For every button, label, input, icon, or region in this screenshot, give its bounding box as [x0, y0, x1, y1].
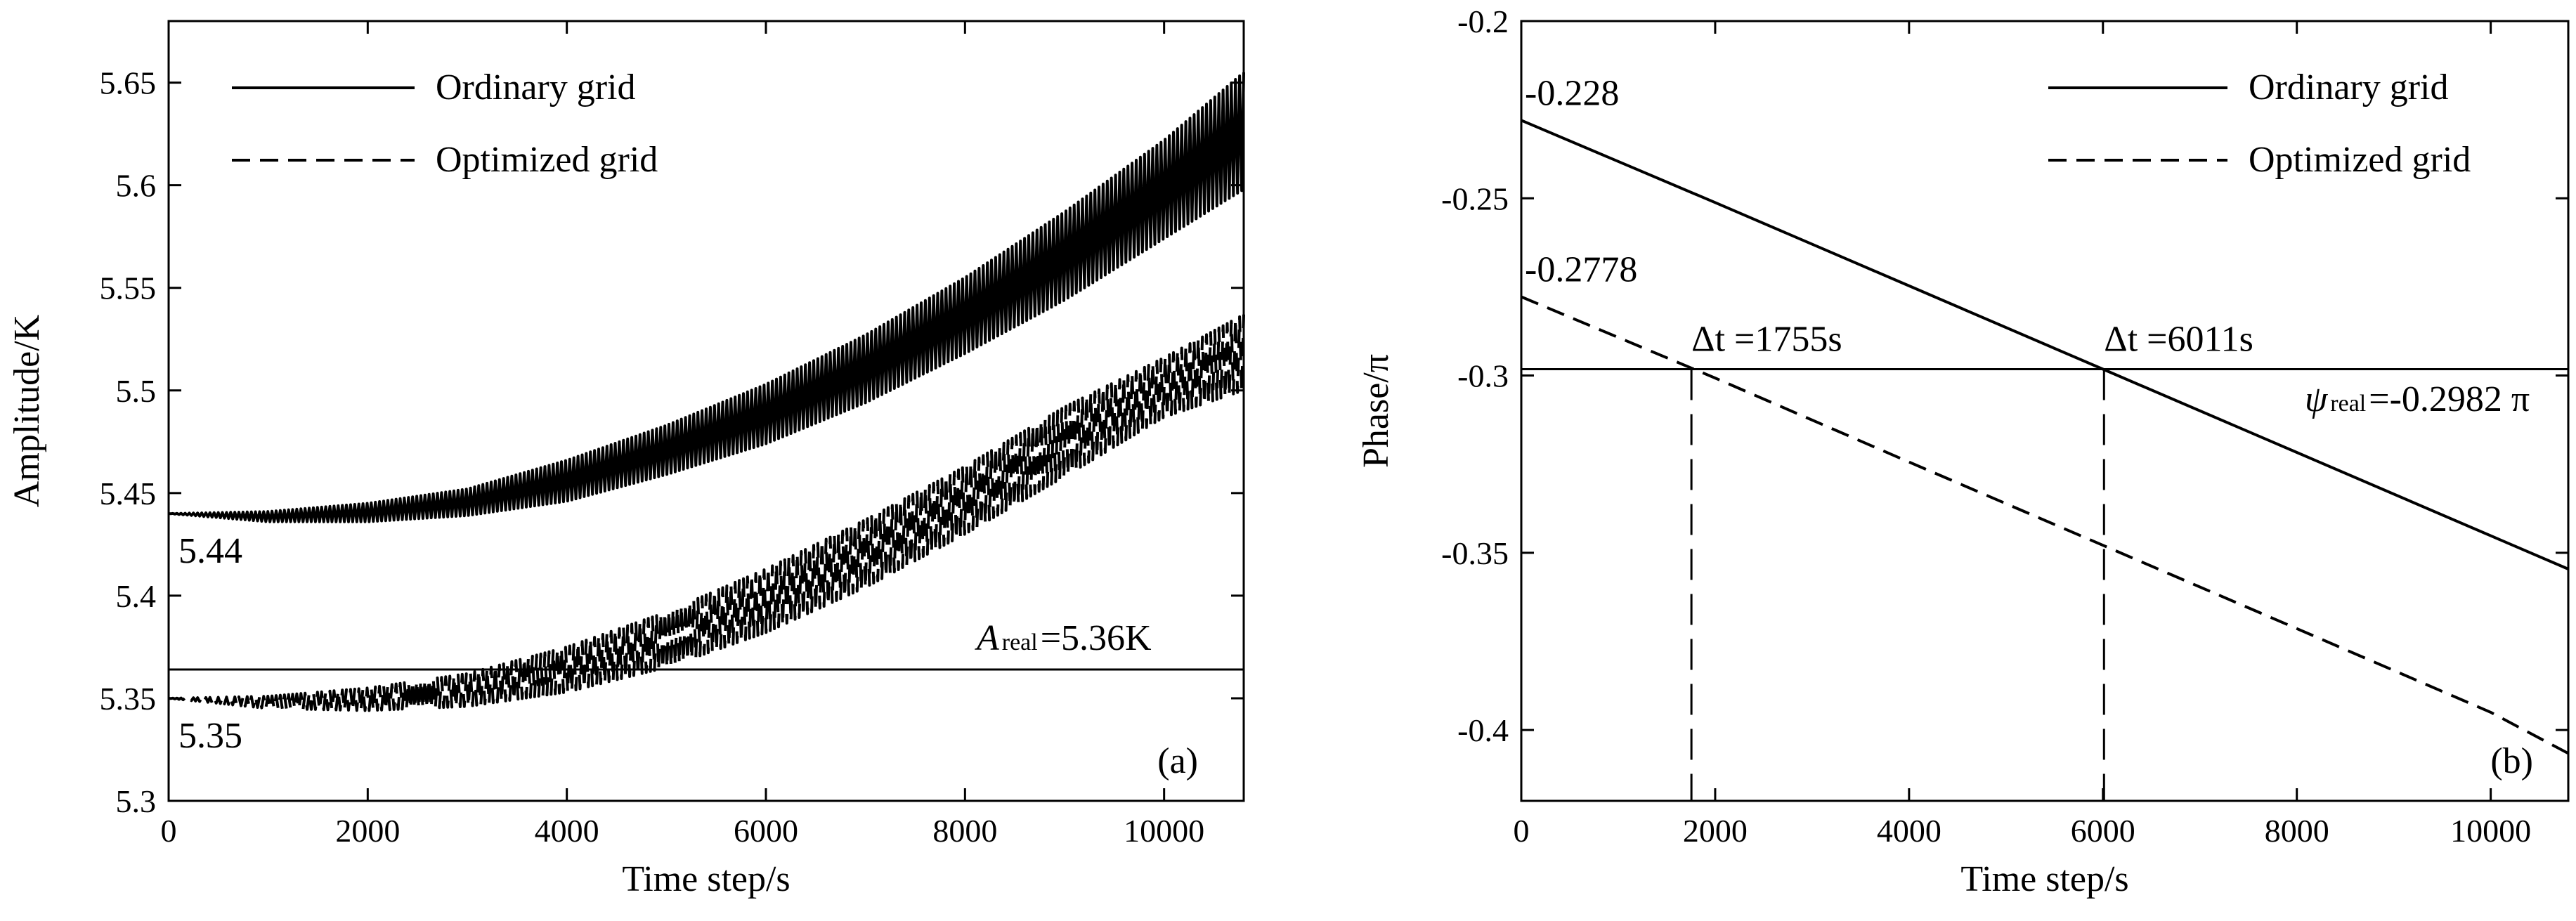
- legend-label-optimized-grid: Optimized grid: [436, 140, 658, 180]
- series-line-ordinary-grid: [1521, 119, 2569, 570]
- y-tick-label: 5.3: [116, 783, 157, 819]
- legend-label-ordinary-grid: Ordinary grid: [2249, 67, 2448, 107]
- series-line-ordinary-grid: [168, 72, 1245, 523]
- x-tick-label: 10000: [1124, 813, 1204, 849]
- y-tick-label: -0.4: [1457, 712, 1509, 748]
- x-tick-label: 6000: [2071, 813, 2135, 849]
- series-line-optimized-grid: [1521, 295, 2569, 755]
- x-tick-label: 4000: [1877, 813, 1941, 849]
- y-tick-label: -0.2: [1457, 4, 1509, 39]
- start-value-label: -0.2778: [1525, 250, 1637, 290]
- y-tick-label: 5.65: [100, 65, 157, 101]
- y-tick-label: -0.35: [1441, 535, 1509, 571]
- start-value-label: 5.44: [178, 531, 242, 571]
- y-axis-label: Phase/π: [1356, 354, 1396, 468]
- x-axis-label: Time step/s: [622, 859, 790, 899]
- x-tick-label: 0: [1514, 813, 1530, 849]
- panel-label: (a): [1157, 741, 1198, 781]
- x-tick-label: 0: [161, 813, 177, 849]
- panel-b-phase: 0 2000 4000 6000 8000 10000 -0.4 -0.35 -0.3 -0.25…: [1356, 4, 2570, 899]
- panel-label: (b): [2490, 741, 2533, 781]
- marker-label-1755: Δt =1755s: [1691, 319, 1842, 359]
- x-tick-label: 8000: [2265, 813, 2329, 849]
- reference-value: =5.36K: [1041, 618, 1152, 658]
- reference-subscript: real: [1002, 629, 1038, 655]
- start-value-label: -0.228: [1525, 73, 1619, 113]
- y-axis-label: Amplitude/K: [7, 314, 47, 507]
- y-tick-label: -0.3: [1457, 358, 1509, 394]
- x-tick-label: 6000: [734, 813, 798, 849]
- plot-frame: [1520, 20, 2570, 802]
- y-tick-label: 5.55: [100, 270, 157, 306]
- y-tick-label: 5.45: [100, 476, 157, 511]
- legend-label-ordinary-grid: Ordinary grid: [436, 67, 635, 107]
- y-tick-label: -0.25: [1441, 181, 1509, 216]
- start-value-label: 5.35: [178, 716, 242, 756]
- legend-label-optimized-grid: Optimized grid: [2249, 140, 2471, 180]
- x-tick-label: 10000: [2450, 813, 2531, 849]
- y-tick-label: 5.4: [116, 578, 157, 614]
- reference-label: ψ real=-0.2982 π: [2305, 379, 2530, 419]
- panel-a-amplitude: 0 2000 4000 6000 8000 100005.35.355.45.455.55…: [7, 20, 1245, 899]
- y-tick-label: 5.6: [116, 168, 157, 204]
- plot-frame: [167, 20, 1245, 802]
- y-tick-label: 5.5: [116, 373, 157, 409]
- reference-subscript: real: [2330, 391, 2366, 417]
- x-tick-label: 4000: [535, 813, 599, 849]
- reference-symbol: A: [975, 618, 999, 658]
- x-tick-label: 2000: [335, 813, 400, 849]
- series-line-optimized-grid: [168, 314, 1245, 712]
- x-axis-label: Time step/s: [1960, 859, 2128, 899]
- x-tick-label: 2000: [1683, 813, 1748, 849]
- marker-label-6011: Δt =6011s: [2104, 319, 2253, 359]
- x-tick-label: 8000: [932, 813, 997, 849]
- reference-value: =-0.2982 π: [2369, 379, 2530, 419]
- y-tick-label: 5.35: [100, 681, 157, 717]
- reference-symbol: ψ: [2305, 379, 2329, 419]
